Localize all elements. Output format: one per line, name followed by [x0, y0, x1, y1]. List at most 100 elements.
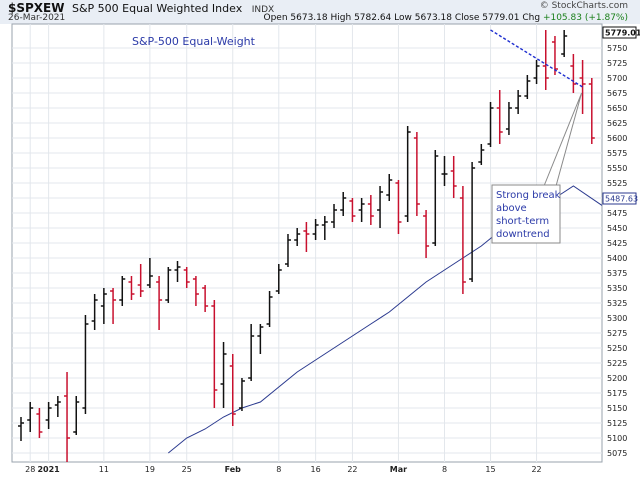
- y-tick-label: 5225: [607, 359, 627, 368]
- ohlc-bar: [404, 126, 411, 222]
- symbol-line: $SPXEW S&P 500 Equal Weighted Index INDX: [8, 1, 274, 15]
- y-tick-label: 5100: [607, 434, 627, 443]
- index-name: S&P 500 Equal Weighted Index: [71, 2, 243, 15]
- ohlc-bar: [100, 288, 107, 324]
- ohlc-bar: [349, 198, 356, 222]
- ohlc-bar: [423, 210, 430, 258]
- y-tick-label: 5550: [607, 164, 627, 173]
- chart-title: S&P-500 Equal-Weight: [132, 35, 256, 48]
- y-tick-label: 5375: [607, 269, 627, 278]
- ohlc-bar: [146, 258, 153, 288]
- ohlc-bar: [533, 60, 540, 84]
- y-tick-label: 5450: [607, 224, 627, 233]
- x-tick-label: 2021: [37, 465, 60, 474]
- ohlc-bar: [266, 291, 273, 327]
- y-tick-label: 5475: [607, 209, 627, 218]
- close-label: Close: [454, 13, 480, 23]
- ohlc-bar: [275, 264, 282, 294]
- ohlc-bar: [367, 195, 374, 225]
- ohlc-bar: [312, 219, 319, 240]
- last-price-tag: 5779.01: [602, 26, 640, 39]
- ohlc-bar: [165, 267, 172, 303]
- ohlc-bar: [459, 186, 466, 294]
- x-tick-label: 8: [442, 465, 447, 474]
- ohlc-bar: [441, 156, 448, 186]
- ohlc-bar: [561, 30, 568, 57]
- brand-label: © StockCharts.com: [539, 1, 628, 11]
- y-tick-label: 5125: [607, 419, 627, 428]
- ohlc-bar: [211, 300, 218, 408]
- last-price-label: 5779.01: [605, 29, 640, 38]
- ticker-symbol: $SPXEW: [8, 1, 65, 15]
- ohlc-bar: [579, 60, 586, 114]
- high-value: 5782.64: [354, 13, 392, 23]
- close-value: 5779.01: [482, 13, 520, 23]
- ohlc-readout: Open 5673.18 High 5782.64 Low 5673.18 Cl…: [263, 13, 628, 23]
- ohlc-bar: [294, 228, 301, 246]
- ohlc-bar: [496, 90, 503, 144]
- chg-label: Chg: [522, 13, 541, 23]
- ohlc-bar: [478, 144, 485, 165]
- y-tick-label: 5400: [607, 254, 627, 263]
- open-label: Open: [263, 13, 288, 23]
- y-tick-label: 5150: [607, 404, 627, 413]
- ohlc-bar: [192, 276, 199, 306]
- low-value: 5673.18: [414, 13, 452, 23]
- ohlc-bar: [36, 408, 43, 438]
- y-tick-label: 5175: [607, 389, 627, 398]
- ohlc-bar: [73, 396, 80, 435]
- ohlc-bar: [386, 174, 393, 201]
- x-tick-label: 19: [145, 465, 155, 474]
- ohlc-bar: [54, 396, 61, 417]
- ohlc-bar: [220, 342, 227, 408]
- ohlc-bars: [18, 30, 595, 462]
- chart-header: $SPXEW S&P 500 Equal Weighted Index INDX…: [0, 0, 640, 24]
- y-tick-label: 5600: [607, 134, 627, 143]
- ohlc-bar: [238, 378, 245, 411]
- y-tick-label: 5675: [607, 89, 627, 98]
- annotation-line-1: Strong break: [496, 190, 561, 201]
- x-tick-label: 16: [311, 465, 321, 474]
- ohlc-bar: [174, 261, 181, 282]
- x-tick-label: Feb: [225, 465, 242, 474]
- y-tick-label: 5325: [607, 299, 627, 308]
- ma-last-tag: 5487.63: [602, 192, 638, 205]
- ohlc-bar: [119, 276, 126, 306]
- y-tick-label: 5075: [607, 449, 627, 458]
- ohlc-bar: [395, 180, 402, 234]
- ohlc-bar: [91, 294, 98, 330]
- annotation-line-3: short-term: [496, 216, 549, 227]
- annotation-callout: Strong break above short-term downtrend: [491, 92, 583, 244]
- ohlc-bar: [128, 276, 135, 300]
- y-tick-label: 5300: [607, 314, 627, 323]
- y-tick-label: 5625: [607, 119, 627, 128]
- ohlc-bar: [413, 132, 420, 216]
- x-tick-label: Mar: [390, 465, 407, 474]
- x-tick-label: 15: [485, 465, 495, 474]
- ohlc-bar: [137, 264, 144, 297]
- ohlc-bar: [570, 54, 577, 93]
- ohlc-bar: [202, 285, 209, 312]
- open-value: 5673.18: [290, 13, 328, 23]
- y-axis: 5075 5100 5125 5150 5175 5200 5225 5250 5275 5300…: [607, 44, 627, 458]
- y-tick-label: 5200: [607, 374, 627, 383]
- x-tick-label: 11: [99, 465, 109, 474]
- y-tick-label: 5575: [607, 149, 627, 158]
- ohlc-bar: [331, 204, 338, 228]
- ohlc-bar: [515, 90, 522, 114]
- ohlc-bar: [487, 102, 494, 147]
- y-tick-label: 5750: [607, 44, 627, 53]
- ohlc-bar: [257, 324, 264, 354]
- ohlc-bar: [588, 78, 595, 144]
- low-label: Low: [394, 13, 412, 23]
- ohlc-bar: [340, 192, 347, 216]
- ohlc-bar: [450, 156, 457, 198]
- y-tick-label: 5700: [607, 74, 627, 83]
- ohlc-bar: [64, 372, 71, 462]
- ohlc-bar: [551, 36, 558, 75]
- x-axis: 28 2021 11 19 25 Feb 8 16 22 Mar 8 15 22: [25, 465, 542, 474]
- ohlc-bar: [110, 288, 117, 324]
- exchange-label: INDX: [251, 5, 275, 15]
- ohlc-bar: [542, 30, 549, 90]
